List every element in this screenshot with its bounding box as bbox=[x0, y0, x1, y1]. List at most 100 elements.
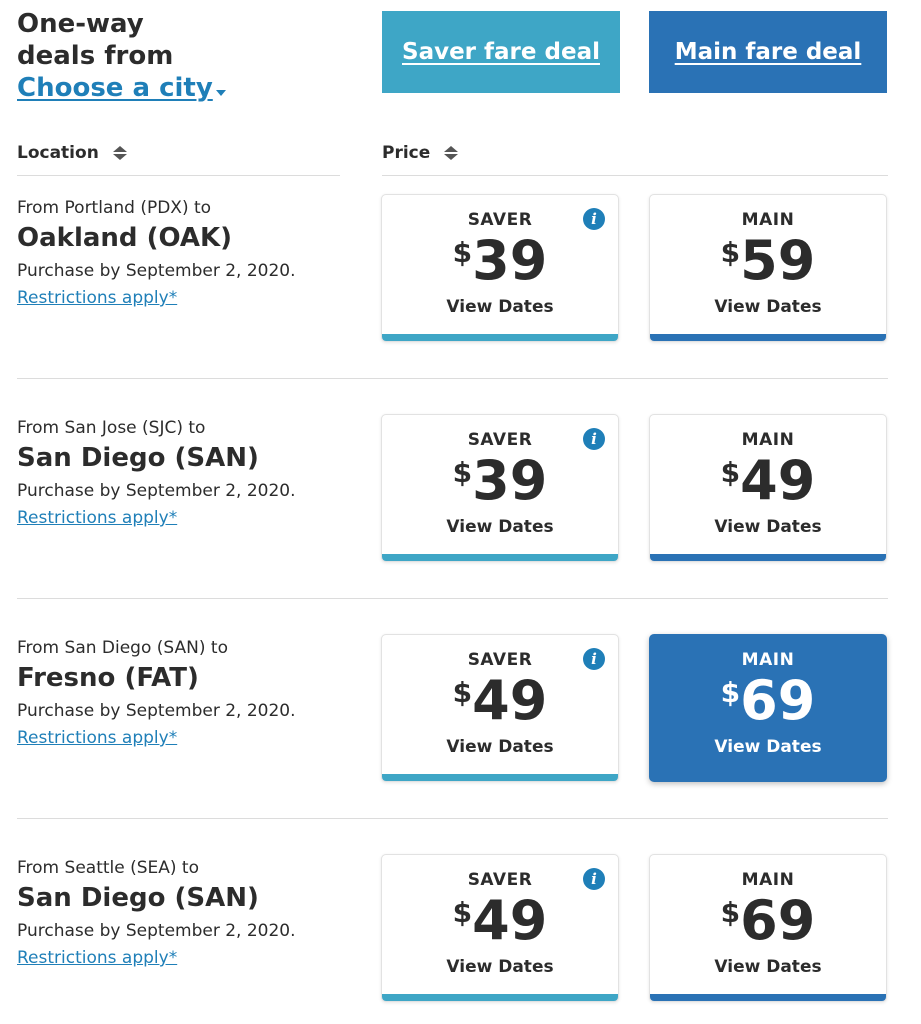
view-dates-link[interactable]: View Dates bbox=[446, 737, 554, 757]
price-amount: 49 bbox=[472, 669, 548, 732]
view-dates-link[interactable]: View Dates bbox=[446, 517, 554, 537]
main-fare-card[interactable]: MAIN $59 View Dates bbox=[649, 194, 887, 342]
fare-price: $49 bbox=[382, 671, 618, 744]
saver-fare-card[interactable]: SAVER i $39 View Dates bbox=[381, 194, 619, 342]
saver-fare-card[interactable]: SAVER i $49 View Dates bbox=[381, 634, 619, 782]
purchase-deadline: Purchase by September 2, 2020. bbox=[17, 701, 296, 721]
divider bbox=[17, 175, 340, 176]
heading-line1: One-way bbox=[17, 9, 144, 39]
view-dates-link[interactable]: View Dates bbox=[714, 297, 822, 317]
info-icon[interactable]: i bbox=[583, 868, 605, 890]
choose-city-label: Choose a city bbox=[17, 73, 213, 103]
sort-icon bbox=[112, 146, 127, 160]
info-icon[interactable]: i bbox=[583, 208, 605, 230]
restrictions-link[interactable]: Restrictions apply* bbox=[17, 728, 178, 748]
main-fare-card[interactable]: MAIN $69 View Dates bbox=[649, 854, 887, 1002]
currency-symbol: $ bbox=[452, 456, 473, 489]
saver-fare-deal-button[interactable]: Saver fare deal bbox=[382, 11, 620, 93]
price-column-header[interactable]: Price bbox=[382, 143, 459, 163]
currency-symbol: $ bbox=[720, 236, 741, 269]
info-icon[interactable]: i bbox=[583, 428, 605, 450]
restrictions-link[interactable]: Restrictions apply* bbox=[17, 288, 178, 308]
price-amount: 69 bbox=[740, 669, 816, 732]
route-destination: San Diego (SAN) bbox=[17, 883, 259, 913]
restrictions-link[interactable]: Restrictions apply* bbox=[17, 508, 178, 528]
fare-color-bar bbox=[382, 554, 618, 561]
location-column-header[interactable]: Location bbox=[17, 143, 127, 163]
fare-price: $39 bbox=[382, 231, 618, 304]
divider bbox=[17, 818, 888, 819]
saver-fare-card[interactable]: SAVER i $39 View Dates bbox=[381, 414, 619, 562]
caret-down-icon bbox=[215, 90, 226, 96]
price-amount: 69 bbox=[740, 889, 816, 952]
divider bbox=[17, 378, 888, 379]
route-from: From San Jose (SJC) to bbox=[17, 418, 206, 438]
view-dates-link[interactable]: View Dates bbox=[714, 957, 822, 977]
fare-color-bar bbox=[650, 994, 886, 1001]
fare-label: MAIN bbox=[741, 210, 795, 230]
fare-color-bar bbox=[650, 554, 886, 561]
price-amount: 39 bbox=[472, 449, 548, 512]
fare-label: SAVER bbox=[467, 650, 533, 670]
fare-price: $49 bbox=[382, 891, 618, 964]
saver-fare-card[interactable]: SAVER i $49 View Dates bbox=[381, 854, 619, 1002]
fare-color-bar bbox=[382, 994, 618, 1001]
route-destination: Fresno (FAT) bbox=[17, 663, 199, 693]
page-heading: One-way deals from Choose a city bbox=[17, 8, 226, 104]
sort-icon bbox=[444, 146, 459, 160]
main-fare-deal-label: Main fare deal bbox=[674, 39, 862, 65]
view-dates-link[interactable]: View Dates bbox=[446, 297, 554, 317]
fare-color-bar bbox=[650, 334, 886, 341]
info-icon[interactable]: i bbox=[583, 648, 605, 670]
restrictions-link[interactable]: Restrictions apply* bbox=[17, 948, 178, 968]
currency-symbol: $ bbox=[452, 236, 473, 269]
view-dates-link[interactable]: View Dates bbox=[714, 517, 822, 537]
purchase-deadline: Purchase by September 2, 2020. bbox=[17, 261, 296, 281]
route-from: From San Diego (SAN) to bbox=[17, 638, 228, 658]
fare-price: $69 bbox=[650, 891, 886, 964]
divider bbox=[17, 598, 888, 599]
main-fare-card-selected[interactable]: MAIN $69 View Dates bbox=[649, 634, 887, 782]
route-destination: Oakland (OAK) bbox=[17, 223, 233, 253]
fare-color-bar bbox=[382, 334, 618, 341]
currency-symbol: $ bbox=[720, 456, 741, 489]
choose-city-dropdown[interactable]: Choose a city bbox=[17, 72, 226, 104]
price-amount: 49 bbox=[740, 449, 816, 512]
fare-label: SAVER bbox=[467, 210, 533, 230]
purchase-deadline: Purchase by September 2, 2020. bbox=[17, 921, 296, 941]
fare-label: MAIN bbox=[741, 870, 795, 890]
divider bbox=[382, 175, 888, 176]
fare-price: $59 bbox=[650, 231, 886, 304]
purchase-deadline: Purchase by September 2, 2020. bbox=[17, 481, 296, 501]
fare-label: SAVER bbox=[467, 870, 533, 890]
deal-row: From Seattle (SEA) to San Diego (SAN) Pu… bbox=[0, 844, 921, 1024]
main-fare-deal-button[interactable]: Main fare deal bbox=[649, 11, 887, 93]
fare-label: MAIN bbox=[741, 430, 795, 450]
saver-fare-deal-label: Saver fare deal bbox=[402, 39, 600, 65]
view-dates-link[interactable]: View Dates bbox=[714, 737, 822, 757]
main-fare-card[interactable]: MAIN $49 View Dates bbox=[649, 414, 887, 562]
route-from: From Portland (PDX) to bbox=[17, 198, 212, 218]
route-from: From Seattle (SEA) to bbox=[17, 858, 200, 878]
price-header-label: Price bbox=[382, 143, 431, 163]
fare-label: SAVER bbox=[467, 430, 533, 450]
fare-label: MAIN bbox=[741, 650, 795, 670]
deal-row: From San Diego (SAN) to Fresno (FAT) Pur… bbox=[0, 624, 921, 844]
fare-color-bar bbox=[382, 774, 618, 781]
fare-price: $39 bbox=[382, 451, 618, 524]
fare-price: $69 bbox=[650, 671, 886, 744]
location-header-label: Location bbox=[17, 143, 99, 163]
currency-symbol: $ bbox=[452, 676, 473, 709]
price-amount: 39 bbox=[472, 229, 548, 292]
view-dates-link[interactable]: View Dates bbox=[446, 957, 554, 977]
fare-price: $49 bbox=[650, 451, 886, 524]
currency-symbol: $ bbox=[720, 896, 741, 929]
heading-line2: deals from bbox=[17, 41, 174, 71]
deal-row: From San Jose (SJC) to San Diego (SAN) P… bbox=[0, 404, 921, 624]
currency-symbol: $ bbox=[452, 896, 473, 929]
price-amount: 49 bbox=[472, 889, 548, 952]
fare-color-bar bbox=[650, 774, 886, 781]
route-destination: San Diego (SAN) bbox=[17, 443, 259, 473]
currency-symbol: $ bbox=[720, 676, 741, 709]
